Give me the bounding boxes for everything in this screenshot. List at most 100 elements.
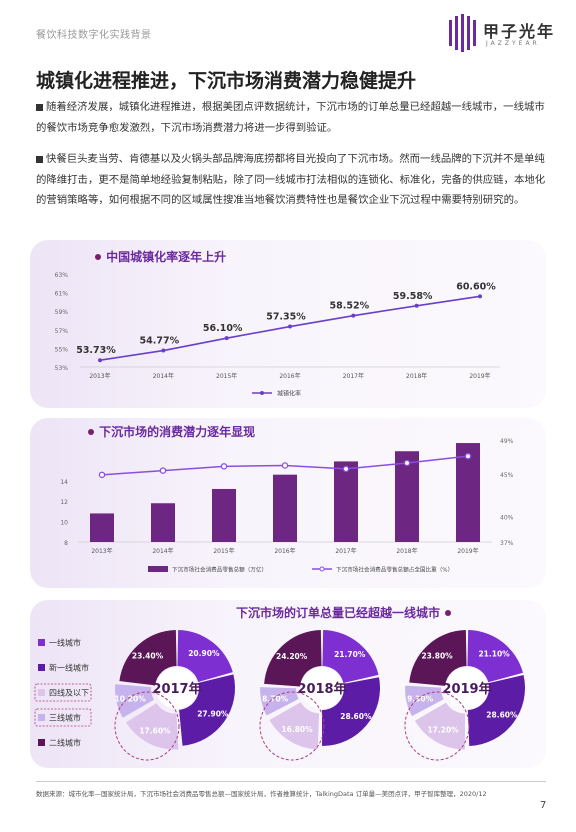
slice-label: 23.40%: [132, 651, 164, 660]
year-label: 2019年: [442, 681, 491, 697]
data-label: 57.35%: [266, 312, 306, 323]
page-title: 城镇化进程推进，下沉市场消费潜力稳健提升: [36, 70, 417, 92]
brand-logo-icon: [449, 14, 476, 52]
data-point: [220, 463, 228, 470]
x-tick-label: 2018年: [406, 372, 427, 380]
slice-label: 23.80%: [421, 652, 453, 661]
page-number: 7: [540, 800, 547, 811]
data-point: [351, 313, 356, 318]
paragraph-2-text: 快餐巨头麦当劳、肯德基以及火锅头部品牌海底捞都将目光投向了下沉市场。然而一线品牌…: [36, 153, 546, 206]
x-tick-label: 2016年: [279, 372, 300, 380]
dot-icon: [445, 609, 452, 616]
data-point: [414, 303, 419, 308]
data-point: [224, 336, 229, 341]
slice-label: 21.10%: [478, 649, 510, 658]
slice-label: 28.60%: [340, 712, 372, 721]
y-right-tick-label: 45%: [500, 472, 514, 479]
donut-slice: [414, 702, 465, 750]
slice-label: 28.60%: [486, 711, 518, 720]
legend-swatch: [38, 664, 45, 671]
footer-divider: [36, 781, 546, 782]
paragraph-1-text: 随着经济发展，城镇化进程推进，根据美团点评数据统计，下沉市场的订单总量已经超越一…: [36, 101, 545, 134]
bar: [273, 474, 297, 542]
legend-swatch-bar: [148, 566, 168, 572]
slice-label: 21.70%: [334, 650, 366, 659]
y-right-tick-label: 37%: [500, 540, 514, 547]
data-label: 60.60%: [456, 281, 496, 292]
y-tick-label: 61%: [55, 291, 69, 298]
donut-slice: [177, 630, 233, 682]
document-header-title: 餐饮科技数字化实践背景: [36, 30, 152, 41]
highlight-circle: [259, 691, 325, 761]
slice-label: 17.60%: [139, 727, 171, 736]
data-point: [403, 459, 411, 467]
y-tick-label: 53%: [55, 365, 69, 372]
chart3-title: 下沉市场的订单总量已经超越一线城市: [236, 606, 441, 620]
highlight-circle: [404, 691, 470, 761]
legend-label: 城镇化率: [277, 390, 301, 398]
legend-label: 三线城市: [49, 713, 81, 723]
data-label: 56.10%: [203, 323, 243, 334]
legend-label: 下沉市场社会消费品零售总额（万亿）: [172, 566, 267, 574]
y-tick-label: 55%: [55, 346, 69, 353]
legend-label: 下沉市场社会消费品零售总额占全国比重（%）: [336, 566, 453, 574]
data-point: [281, 462, 289, 469]
legend-highlight-box: [34, 683, 92, 702]
donut-slice: [119, 630, 177, 686]
data-point: [288, 324, 292, 329]
data-label: 53.73%: [76, 345, 116, 356]
legend-swatch: [38, 639, 45, 646]
donut-slice: [260, 687, 299, 716]
data-point: [98, 358, 102, 363]
legend-swatch: [38, 689, 45, 696]
x-tick-label: 2018年: [396, 547, 417, 555]
y-tick-label: 57%: [55, 328, 69, 335]
y-tick-label: 63%: [55, 272, 69, 279]
bullet-icon: [36, 103, 43, 111]
x-tick-label: 2017年: [343, 372, 364, 380]
dot-icon: [95, 253, 101, 260]
consumption-combo-chart: 8 10 12 14 37% 40% 45% 49% 2013年 2014年 2015年 2016年 2…: [60, 438, 514, 574]
legend-highlight-box: [34, 708, 92, 727]
y-left-tick-label: 8: [64, 540, 68, 547]
legend-marker: [319, 566, 325, 572]
data-point: [342, 465, 350, 473]
bar: [334, 461, 358, 542]
bar: [90, 513, 114, 542]
donut-slice: [322, 630, 379, 684]
x-tick-label: 2015年: [213, 547, 234, 555]
legend-swatch: [38, 714, 45, 721]
brand-name-en: JAZZYEAR: [486, 40, 540, 47]
chart2-title-wrap: 下沉市场的消费潜力逐年显现: [88, 421, 255, 440]
slice-label: 8.70%: [262, 695, 289, 704]
y-right-tick-label: 40%: [500, 515, 514, 522]
donut-slice: [467, 630, 523, 683]
legend-label: 二线城市: [49, 738, 81, 748]
slice-label: 10.20%: [115, 694, 147, 703]
donut-slice: [322, 677, 381, 746]
chart-panel-urbanization: [30, 240, 546, 408]
chart1-title-wrap: 中国城镇化率逐年上升: [95, 246, 226, 265]
bar: [456, 443, 480, 542]
y-right-tick-label: 49%: [500, 438, 514, 445]
x-tick-label: 2019年: [469, 372, 490, 380]
bar: [212, 488, 236, 542]
donut-slice: [269, 702, 320, 750]
x-tick-label: 2015年: [216, 372, 237, 380]
donut-slice: [179, 674, 235, 746]
legend-label: 四线及以下: [49, 688, 89, 698]
source-footnote: 数据来源：城市化率—国家统计局，下沉市场社会消费品零售总额—国家统计局，作者推算…: [36, 790, 487, 798]
year-label: 2018年: [297, 681, 346, 697]
y-left-tick-label: 14: [60, 479, 68, 486]
data-point: [159, 467, 167, 474]
x-tick-label: 2013年: [89, 372, 110, 380]
data-label: 54.77%: [140, 336, 180, 347]
bullet-icon: [36, 155, 43, 163]
x-tick-label: 2019年: [457, 547, 478, 555]
donut-slice: [264, 630, 322, 687]
data-point: [161, 348, 166, 353]
data-point: [98, 471, 106, 479]
slice-label: 20.90%: [188, 649, 220, 658]
donut-slice: [409, 630, 467, 686]
